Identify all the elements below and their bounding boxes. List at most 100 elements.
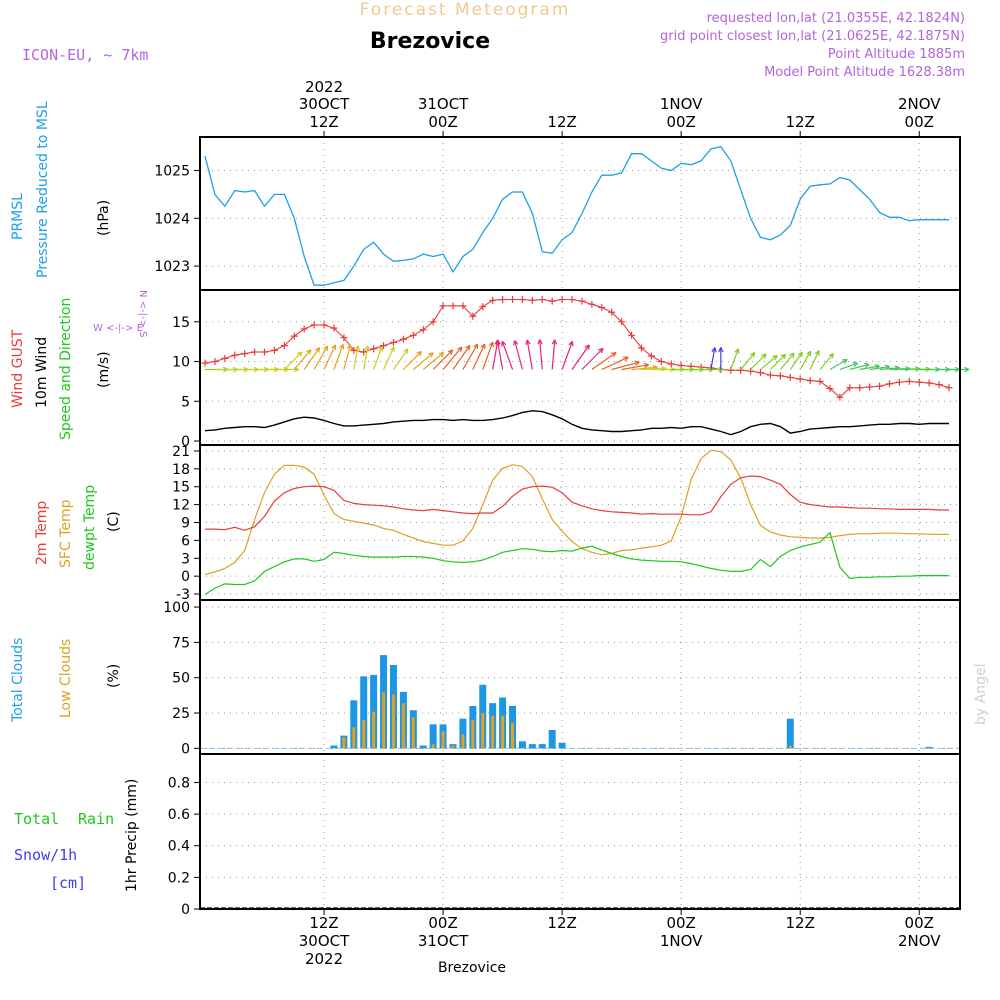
- gust-marker: [915, 378, 923, 386]
- footer-station: Brezovice: [438, 960, 506, 976]
- wind-direction-arrow: [539, 339, 543, 370]
- y-tick-label: 75: [172, 635, 190, 651]
- wind-direction-arrow: [829, 358, 848, 371]
- speed-dir-label: Speed and Direction: [58, 298, 74, 440]
- gridpoint-coords: grid point closest lon,lat (21.0625E, 42…: [660, 29, 965, 44]
- low-cloud-bar: [471, 720, 475, 749]
- precip-panel-labels: Total Rain Snow/1h [cm] 1hr Precip (mm): [14, 779, 140, 892]
- wind-arrow-head: [473, 343, 479, 350]
- wind-arrow-head: [403, 348, 409, 354]
- gust-line: [204, 298, 950, 399]
- wind-direction-arrow: [363, 345, 369, 370]
- model-altitude: Model Point Altitude 1628.38m: [764, 65, 965, 80]
- top-time-label: 00Z: [666, 113, 695, 131]
- wind-arrow-head: [964, 366, 970, 373]
- gust-marker: [489, 296, 497, 304]
- gust-marker: [667, 360, 675, 368]
- wind-arrow-head: [634, 360, 640, 366]
- gust-marker: [251, 348, 259, 356]
- wind-direction-arrow: [343, 344, 352, 370]
- wind-arrow-head: [447, 349, 454, 355]
- gust-marker: [836, 393, 844, 401]
- wind-arrow-head: [806, 350, 812, 357]
- bottom-time-label: 31OCT: [418, 932, 469, 950]
- gust-marker: [806, 377, 814, 385]
- wind-direction-arrow: [496, 339, 504, 370]
- bottom-time-label: 30OCT: [299, 932, 350, 950]
- gust-marker: [320, 321, 328, 329]
- wind-arrow-head: [346, 344, 353, 350]
- wind-arrow-head: [488, 341, 494, 348]
- gust-marker: [479, 303, 487, 311]
- compass-ns: N <-|-> S: [137, 290, 148, 338]
- low-cloud-bar: [362, 720, 366, 749]
- gust-marker: [905, 377, 913, 385]
- gust-marker: [588, 300, 596, 308]
- gust-marker: [657, 358, 665, 366]
- wind-direction-arrow: [750, 353, 767, 370]
- panel-frame: [199, 599, 961, 755]
- gust-marker: [876, 382, 884, 390]
- wind-direction-arrow: [789, 351, 803, 370]
- bottom-time-label: 00Z: [428, 914, 457, 932]
- wind-direction-arrow: [859, 365, 880, 371]
- rain-label: Rain: [78, 810, 114, 828]
- total-label: Total: [14, 810, 59, 828]
- gust-marker: [280, 342, 288, 350]
- wind-direction-arrow: [482, 341, 494, 370]
- gust-marker: [885, 380, 893, 388]
- top-time-label: 00Z: [905, 113, 934, 131]
- credit-watermark: by Angel: [973, 664, 989, 725]
- y-tick-label: 100: [163, 600, 190, 616]
- total-cloud-bar: [330, 745, 338, 749]
- temp-panel-labels: 2m Temp SFC Temp dewpt Temp (C): [34, 485, 122, 570]
- wind-direction-arrow: [591, 352, 617, 370]
- plot-area: 102310241025051015-303691215182102550751…: [154, 78, 970, 968]
- wind-unit: (m/s): [96, 351, 112, 388]
- wind-arrow-head: [377, 346, 384, 352]
- gust-marker: [945, 384, 953, 392]
- low-cloud-bar: [411, 717, 415, 749]
- y-tick-label: 21: [172, 444, 190, 460]
- total-cloud-bar: [429, 724, 437, 749]
- pressure-line: [204, 145, 949, 286]
- gust-marker: [816, 377, 824, 385]
- low-cloud-bar: [491, 715, 495, 749]
- wind-arrow-head: [537, 339, 543, 345]
- total-cloud-bar: [528, 744, 536, 749]
- gust-marker: [370, 345, 378, 353]
- total-cloud-bar: [419, 745, 427, 749]
- y-tick-label: 6: [181, 533, 190, 549]
- wind-arrow-head: [551, 339, 558, 345]
- y-tick-label: 0.2: [168, 870, 190, 886]
- gust-marker: [419, 326, 427, 334]
- total-cloud-bar: [350, 700, 358, 749]
- gust-marker: [895, 378, 903, 386]
- compass-we: W <-|-> E: [93, 323, 143, 334]
- y-tick-label: 25: [172, 706, 190, 722]
- wind-direction-arrow: [402, 351, 422, 370]
- y-tick-label: 1023: [154, 259, 190, 275]
- wind-direction-arrow: [442, 346, 463, 370]
- y-tick-label: 1024: [154, 211, 190, 227]
- top-time-label: 00Z: [428, 113, 457, 131]
- wind-direction-arrow: [492, 339, 499, 370]
- bottom-time-label: 12Z: [786, 914, 815, 932]
- low-cloud-bar: [501, 715, 505, 749]
- gust-marker: [340, 334, 348, 342]
- wind-direction-arrow: [514, 340, 524, 370]
- temp-unit: (C): [106, 511, 122, 532]
- low-clouds-label: Low Clouds: [58, 639, 74, 718]
- gust-marker: [330, 324, 338, 332]
- y-tick-label: 0: [181, 434, 190, 450]
- wind-arrow-head: [797, 351, 803, 358]
- top-time-label: 30OCT: [299, 95, 350, 113]
- gust-marker: [846, 384, 854, 392]
- top-time-label: 31OCT: [418, 95, 469, 113]
- gust-label: Wind GUST: [10, 329, 26, 408]
- wind-arrow-head: [293, 366, 299, 373]
- pressure-unit: (hPa): [96, 200, 112, 236]
- wind-arrow-head: [314, 347, 321, 353]
- wind-direction-arrow: [283, 351, 303, 370]
- wind-arrow-head: [864, 362, 870, 369]
